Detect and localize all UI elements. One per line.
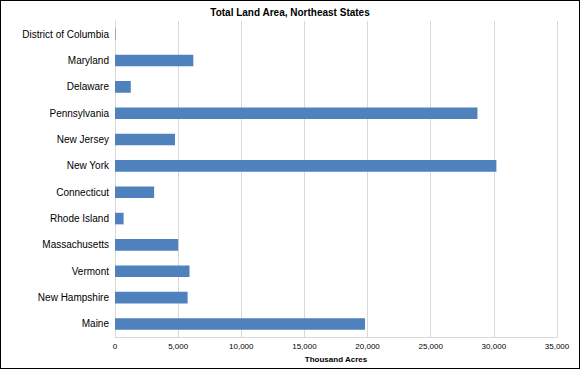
svg-text:35,000: 35,000 [545, 342, 570, 351]
svg-text:Vermont: Vermont [72, 266, 109, 277]
svg-text:New Hampshire: New Hampshire [38, 292, 110, 303]
svg-text:Maine: Maine [82, 318, 110, 329]
svg-text:30,000: 30,000 [482, 342, 507, 351]
svg-text:Delaware: Delaware [67, 81, 110, 92]
svg-text:Total Land Area, Northeast Sta: Total Land Area, Northeast States [210, 7, 370, 18]
svg-text:Massachusetts: Massachusetts [42, 239, 109, 250]
svg-text:District of Columbia: District of Columbia [22, 29, 109, 40]
svg-text:Rhode Island: Rhode Island [50, 213, 109, 224]
svg-text:Connecticut: Connecticut [56, 187, 109, 198]
svg-text:10,000: 10,000 [229, 342, 254, 351]
svg-text:15,000: 15,000 [292, 342, 317, 351]
svg-text:Pennsylvania: Pennsylvania [50, 108, 110, 119]
svg-text:5,000: 5,000 [168, 342, 189, 351]
svg-text:New York: New York [67, 160, 110, 171]
svg-text:Thousand Acres: Thousand Acres [305, 355, 368, 364]
svg-text:0: 0 [113, 342, 118, 351]
svg-text:25,000: 25,000 [418, 342, 443, 351]
svg-text:New Jersey: New Jersey [57, 134, 109, 145]
svg-text:Maryland: Maryland [68, 55, 109, 66]
svg-text:20,000: 20,000 [355, 342, 380, 351]
